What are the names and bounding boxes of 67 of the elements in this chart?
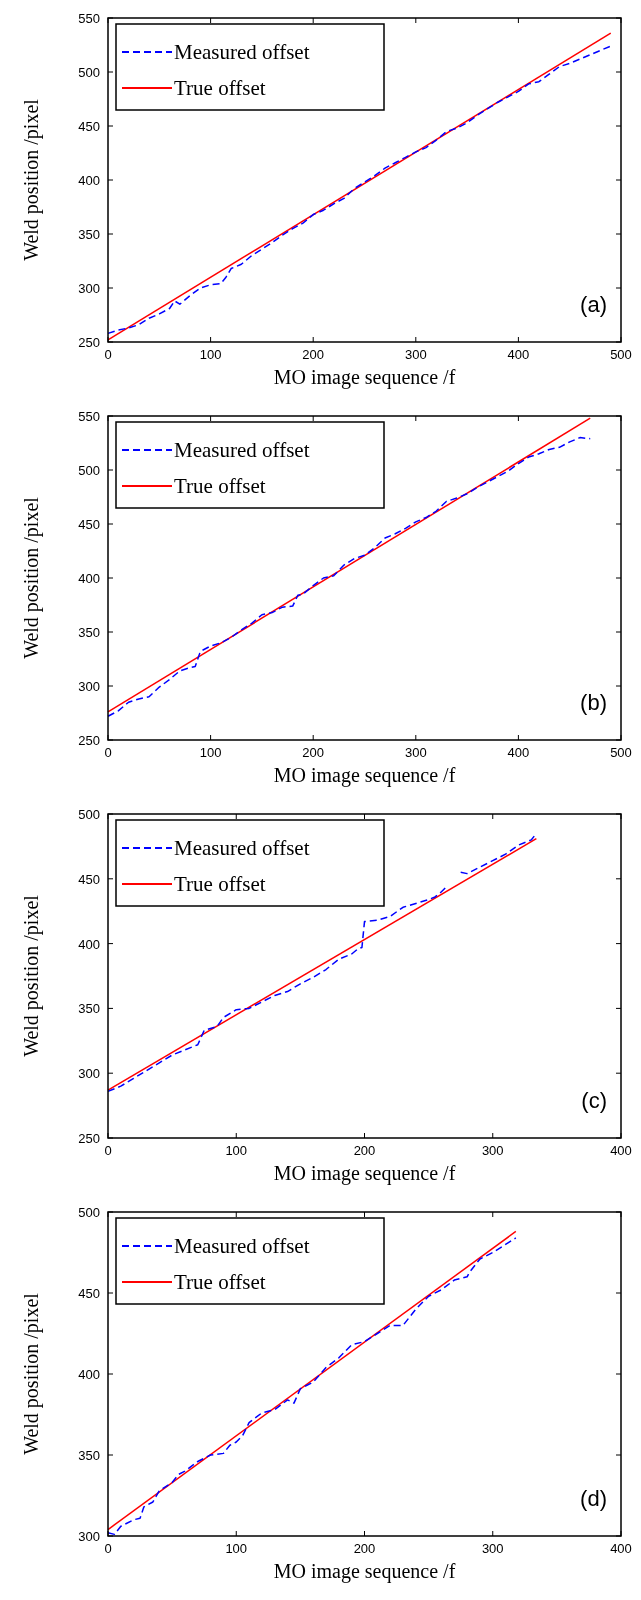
legend-label: Measured offset bbox=[174, 40, 310, 64]
x-tick-label: 300 bbox=[481, 1143, 504, 1158]
annotation: (c) bbox=[581, 1088, 607, 1113]
x-tick-label: 500 bbox=[610, 745, 632, 760]
x-tick-label: 400 bbox=[610, 1143, 632, 1158]
y-tick-label: 550 bbox=[78, 11, 100, 26]
y-tick-label: 550 bbox=[78, 409, 100, 424]
legend-label: True offset bbox=[174, 872, 266, 896]
legend-label: Measured offset bbox=[174, 438, 310, 462]
y-axis-title: Weld position /pixel bbox=[20, 98, 43, 261]
x-axis-title: MO image sequence /f bbox=[273, 1162, 456, 1185]
y-tick-label: 300 bbox=[78, 1529, 100, 1544]
annotation: (b) bbox=[580, 690, 607, 715]
y-tick-label: 350 bbox=[78, 227, 100, 242]
y-tick-label: 500 bbox=[78, 463, 100, 478]
y-tick-label: 500 bbox=[78, 1205, 100, 1220]
legend-label: True offset bbox=[174, 76, 266, 100]
x-tick-label: 300 bbox=[404, 347, 427, 362]
x-axis-title: MO image sequence /f bbox=[273, 764, 456, 787]
annotation: (d) bbox=[580, 1486, 607, 1511]
x-tick-label: 400 bbox=[507, 347, 530, 362]
y-tick-label: 300 bbox=[78, 679, 100, 694]
x-tick-label: 0 bbox=[104, 745, 112, 760]
y-tick-label: 250 bbox=[78, 1131, 100, 1146]
y-tick-label: 300 bbox=[78, 281, 100, 296]
x-axis-title: MO image sequence /f bbox=[273, 1560, 456, 1583]
y-tick-label: 450 bbox=[78, 119, 100, 134]
x-axis-title: MO image sequence /f bbox=[273, 366, 456, 389]
x-tick-label: 100 bbox=[199, 347, 222, 362]
legend-label: Measured offset bbox=[174, 1234, 310, 1258]
x-tick-label: 500 bbox=[610, 347, 632, 362]
y-tick-label: 350 bbox=[78, 1001, 100, 1017]
y-axis-title: Weld position /pixel bbox=[20, 496, 43, 659]
y-tick-label: 450 bbox=[78, 871, 100, 887]
x-tick-label: 0 bbox=[104, 1541, 112, 1556]
x-tick-label: 200 bbox=[353, 1143, 376, 1158]
y-tick-label: 400 bbox=[78, 571, 100, 586]
annotation: (a) bbox=[580, 292, 607, 317]
y-tick-label: 400 bbox=[78, 173, 100, 188]
x-tick-label: 0 bbox=[104, 1143, 112, 1158]
y-tick-label: 500 bbox=[78, 807, 100, 822]
y-tick-label: 250 bbox=[78, 733, 100, 748]
x-tick-label: 100 bbox=[225, 1143, 248, 1158]
x-tick-label: 200 bbox=[353, 1541, 376, 1556]
y-tick-label: 250 bbox=[78, 335, 100, 350]
legend-label: True offset bbox=[174, 1270, 266, 1294]
x-tick-label: 400 bbox=[610, 1541, 632, 1556]
y-axis-title: Weld position /pixel bbox=[20, 894, 43, 1057]
y-tick-label: 450 bbox=[78, 517, 100, 532]
legend-label: True offset bbox=[174, 474, 266, 498]
x-tick-label: 300 bbox=[404, 745, 427, 760]
x-tick-label: 100 bbox=[225, 1541, 248, 1556]
x-tick-label: 300 bbox=[481, 1541, 504, 1556]
y-tick-label: 350 bbox=[78, 625, 100, 640]
y-tick-label: 400 bbox=[78, 1367, 100, 1382]
y-tick-label: 400 bbox=[78, 936, 100, 952]
x-tick-label: 200 bbox=[302, 347, 325, 362]
x-tick-label: 100 bbox=[199, 745, 222, 760]
x-tick-label: 400 bbox=[507, 745, 530, 760]
x-tick-label: 0 bbox=[104, 347, 112, 362]
y-tick-label: 300 bbox=[78, 1066, 100, 1082]
x-tick-label: 200 bbox=[302, 745, 325, 760]
y-axis-title: Weld position /pixel bbox=[20, 1292, 43, 1455]
legend-label: Measured offset bbox=[174, 836, 310, 860]
y-tick-label: 350 bbox=[78, 1448, 100, 1463]
y-tick-label: 500 bbox=[78, 65, 100, 80]
y-tick-label: 450 bbox=[78, 1286, 100, 1301]
